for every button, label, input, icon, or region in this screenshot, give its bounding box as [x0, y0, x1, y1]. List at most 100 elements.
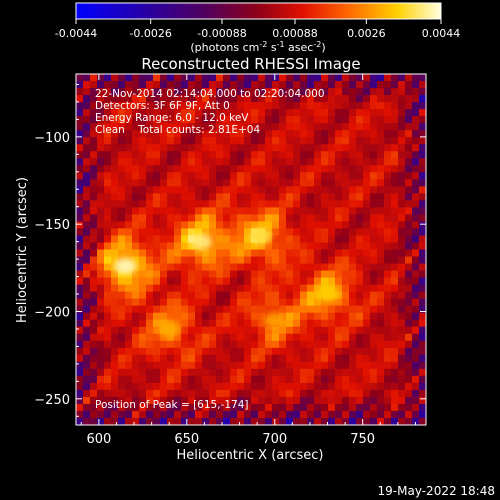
- heatmap-cell: [146, 186, 154, 194]
- heatmap-cell: [251, 382, 259, 391]
- heatmap-cell: [314, 396, 322, 405]
- heatmap-cell: [153, 277, 161, 286]
- heatmap-cell: [111, 179, 119, 187]
- heatmap-cell: [209, 396, 217, 405]
- heatmap-cell: [300, 214, 308, 222]
- heatmap-cell: [167, 235, 175, 243]
- heatmap-cell: [132, 382, 140, 391]
- heatmap-cell: [104, 270, 112, 279]
- heatmap-cell: [335, 193, 343, 201]
- heatmap-cell: [370, 389, 378, 398]
- heatmap-cell: [132, 81, 140, 89]
- heatmap-cell: [181, 207, 189, 215]
- heatmap-cell: [181, 165, 189, 173]
- heatmap-cell: [237, 340, 245, 349]
- heatmap-cell: [412, 81, 420, 89]
- heatmap-cell: [111, 95, 119, 103]
- heatmap-cell: [307, 137, 315, 145]
- heatmap-cell: [111, 354, 119, 363]
- heatmap-cell: [349, 340, 357, 349]
- heatmap-cell: [384, 417, 392, 425]
- heatmap-cell: [300, 221, 308, 229]
- heatmap-cell: [97, 340, 105, 349]
- heatmap-cell: [202, 347, 210, 356]
- heatmap-cell: [195, 284, 203, 293]
- heatmap-cell: [335, 116, 343, 124]
- heatmap-cell: [272, 228, 280, 236]
- heatmap-cell: [181, 130, 189, 138]
- heatmap-cell: [216, 102, 224, 110]
- heatmap-cell: [202, 144, 210, 152]
- heatmap-cell: [279, 291, 287, 300]
- heatmap-cell: [321, 179, 329, 187]
- heatmap-cell: [188, 298, 196, 307]
- heatmap-cell: [174, 235, 182, 243]
- heatmap-cell: [125, 81, 133, 89]
- heatmap-cell: [202, 249, 210, 258]
- heatmap-cell: [293, 186, 301, 194]
- heatmap-cell: [188, 291, 196, 300]
- heatmap-cell: [153, 137, 161, 145]
- heatmap-cell: [412, 74, 420, 82]
- heatmap-source: [249, 228, 272, 245]
- heatmap-cell: [356, 179, 364, 187]
- heatmap-cell: [188, 207, 196, 215]
- heatmap-cell: [307, 375, 315, 384]
- heatmap-cell: [405, 74, 413, 82]
- heatmap-cell: [209, 333, 217, 342]
- heatmap-cell: [76, 298, 84, 307]
- heatmap-cell: [384, 382, 392, 391]
- heatmap-cell: [384, 123, 392, 131]
- heatmap-cell: [349, 151, 357, 159]
- heatmap-cell: [321, 172, 329, 180]
- heatmap-cell: [181, 95, 189, 103]
- heatmap-cell: [328, 81, 336, 89]
- heatmap-cell: [349, 130, 357, 138]
- heatmap-cell: [391, 214, 399, 222]
- heatmap-cell: [258, 354, 266, 363]
- heatmap-cell: [209, 270, 217, 279]
- heatmap-cell: [328, 263, 336, 272]
- heatmap-cell: [286, 172, 294, 180]
- heatmap-cell: [167, 403, 175, 412]
- heatmap-cell: [97, 396, 105, 405]
- heatmap-cell: [160, 221, 168, 229]
- heatmap-cell: [398, 193, 406, 201]
- heatmap-cell: [181, 81, 189, 89]
- heatmap-cell: [342, 81, 350, 89]
- heatmap-cell: [342, 102, 350, 110]
- heatmap-cell: [412, 277, 420, 286]
- heatmap-cell: [167, 270, 175, 279]
- heatmap-cell: [356, 396, 364, 405]
- heatmap-cell: [321, 305, 329, 314]
- heatmap-cell: [342, 263, 350, 272]
- heatmap-cell: [160, 417, 168, 425]
- heatmap-cell: [321, 74, 329, 82]
- heatmap-cell: [391, 235, 399, 243]
- heatmap-cell: [335, 256, 343, 265]
- heatmap-cell: [139, 221, 147, 229]
- heatmap-cell: [328, 354, 336, 363]
- heatmap-cell: [405, 361, 413, 370]
- heatmap-cell: [90, 235, 98, 243]
- heatmap-cell: [419, 389, 426, 398]
- heatmap-cell: [202, 312, 210, 321]
- heatmap-cell: [398, 179, 406, 187]
- heatmap-cell: [223, 417, 231, 425]
- heatmap-cell: [265, 368, 273, 377]
- heatmap-cell: [377, 403, 385, 412]
- heatmap-cell: [230, 102, 238, 110]
- heatmap-cell: [391, 88, 399, 96]
- heatmap-cell: [279, 158, 287, 166]
- heatmap-cell: [202, 102, 210, 110]
- heatmap-cell: [286, 298, 294, 307]
- heatmap-cell: [370, 109, 378, 117]
- heatmap-cell: [356, 172, 364, 180]
- heatmap-cell: [300, 179, 308, 187]
- heatmap-cell: [258, 158, 266, 166]
- heatmap-cell: [118, 270, 126, 279]
- heatmap-cell: [265, 151, 273, 159]
- heatmap-cell: [335, 312, 343, 321]
- heatmap-cell: [349, 137, 357, 145]
- heatmap-cell: [293, 403, 301, 412]
